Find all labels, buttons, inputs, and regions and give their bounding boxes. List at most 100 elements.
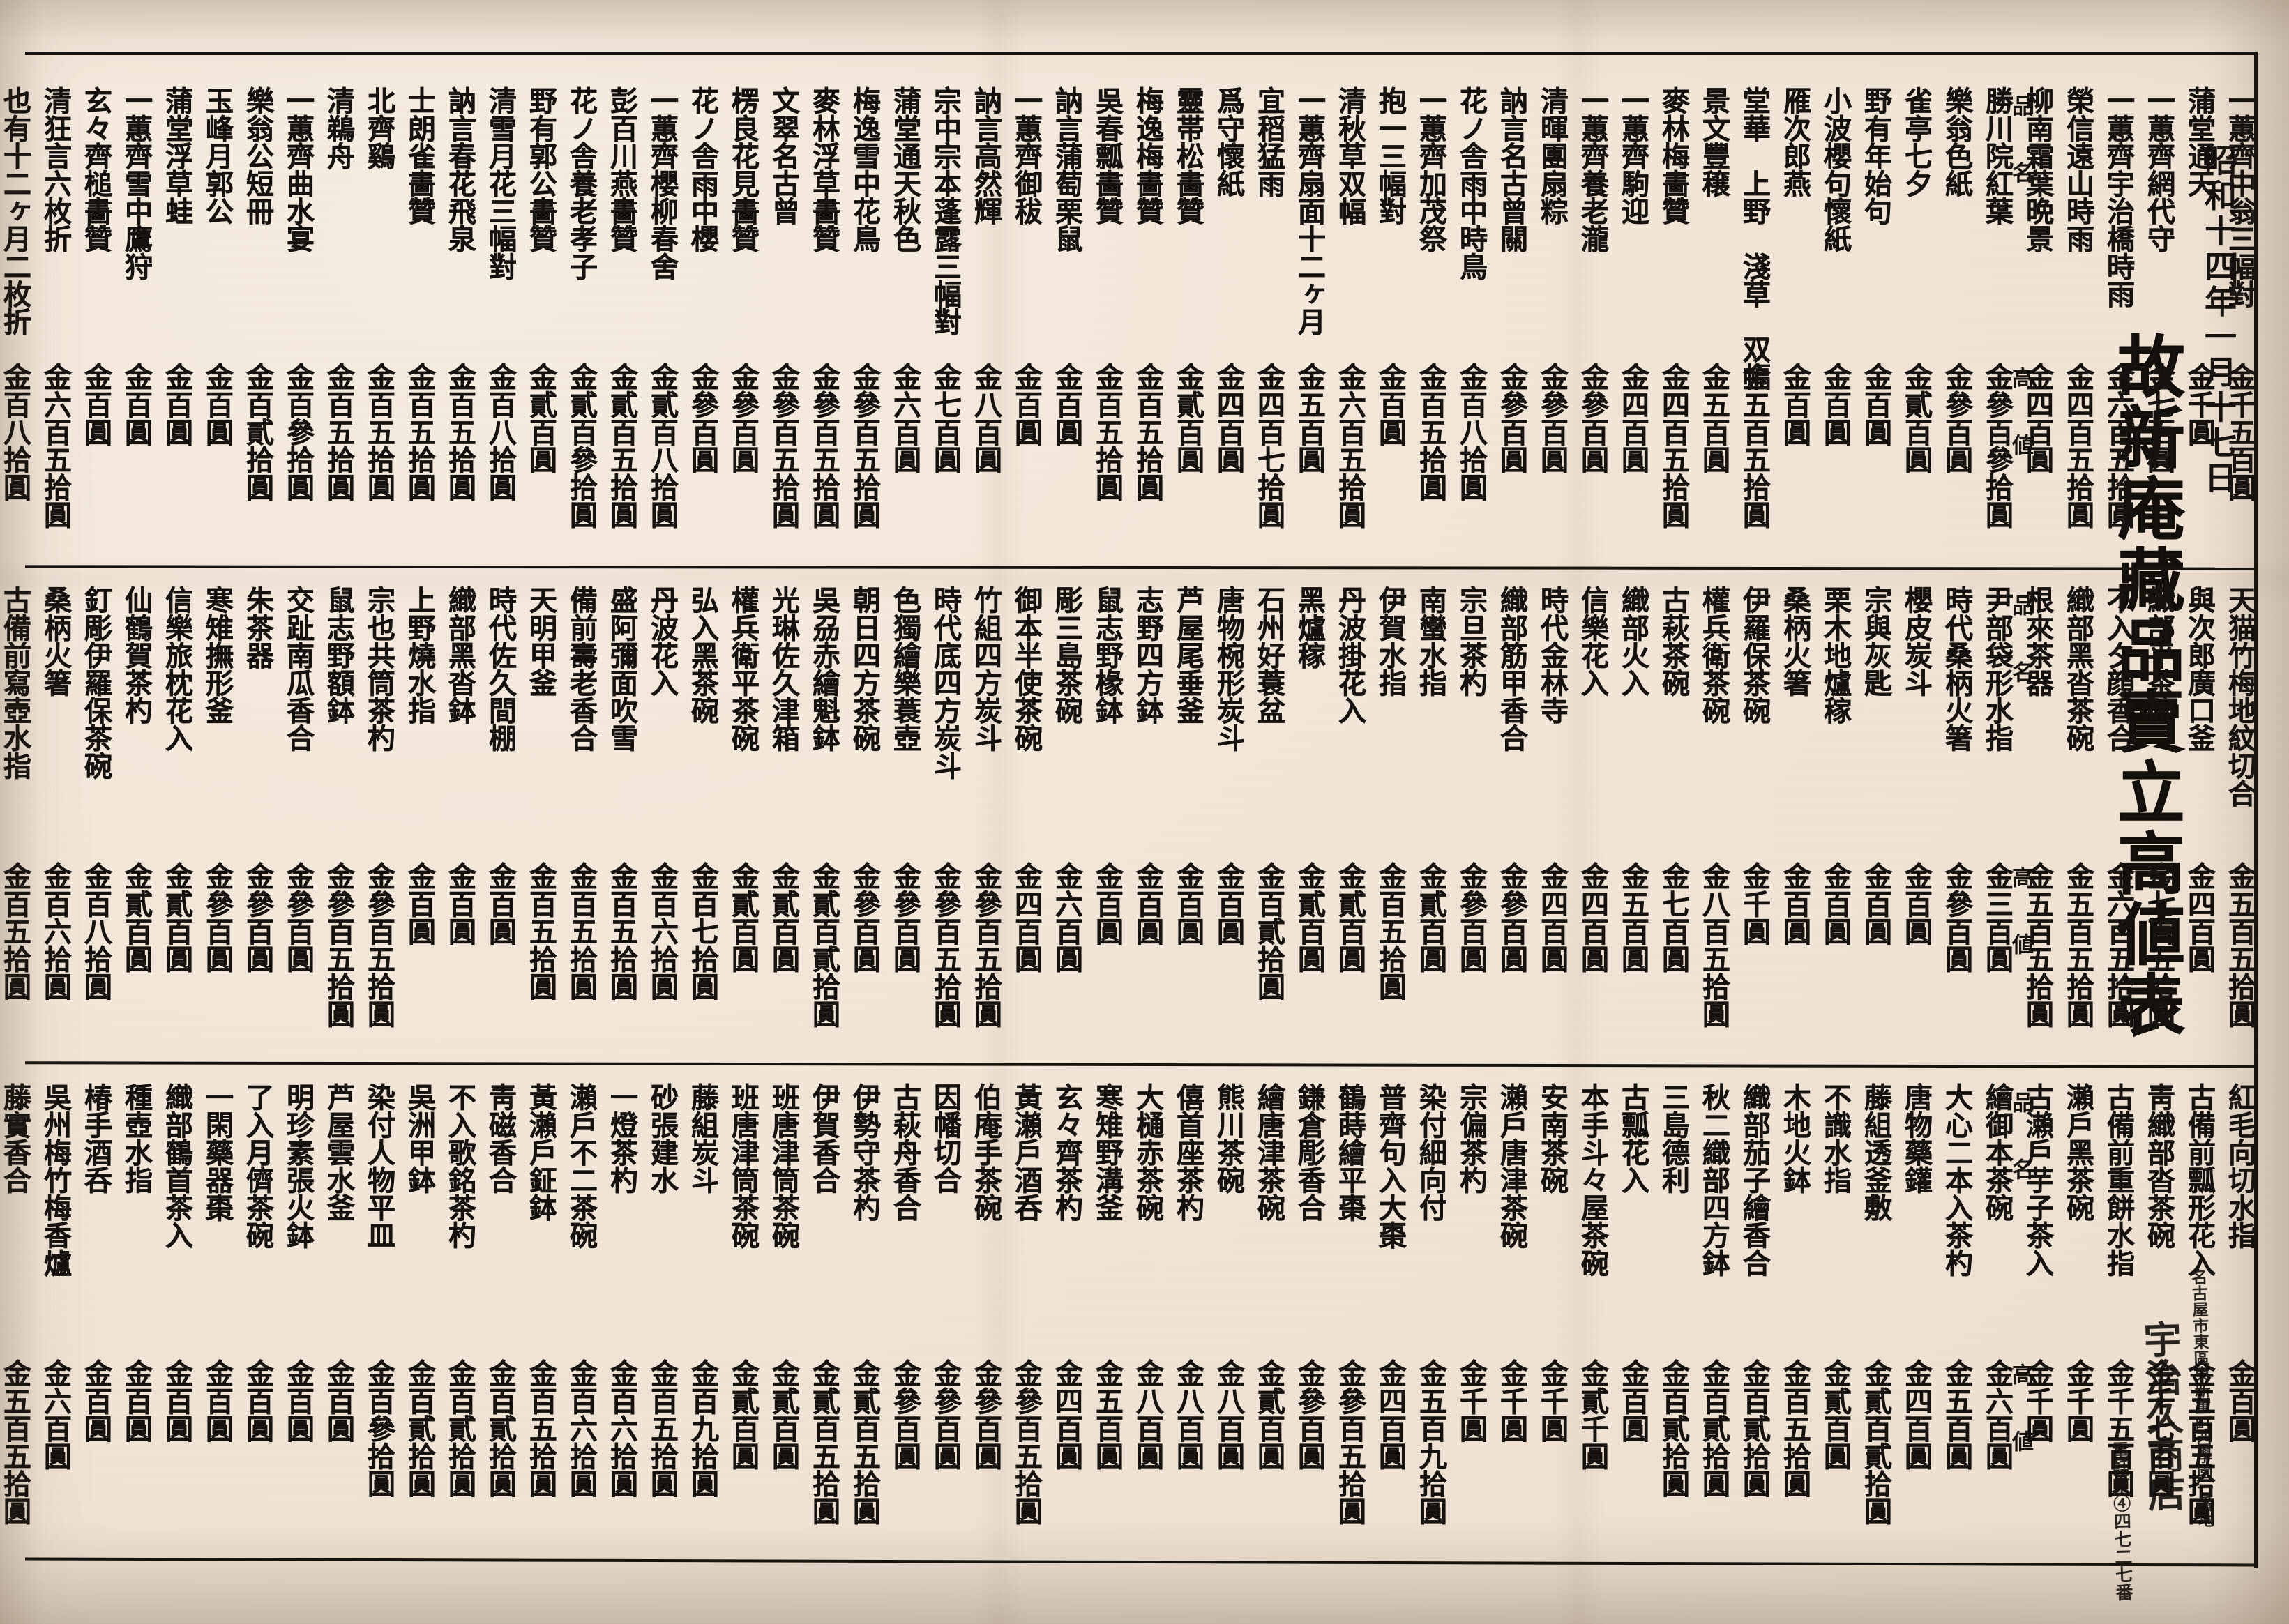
entry-price: 金百圓 (1778, 862, 1811, 945)
price-entry: 伯庵手茶碗 金參百圓 (962, 1063, 1002, 1551)
entry-price: 金百五拾圓 (363, 363, 395, 501)
entry-price: 金百圓 (484, 862, 517, 945)
price-entry: 宗旦茶杓 金參百圓 (1448, 566, 1488, 1054)
entry-item-name: 色獨繪樂蓑壺 (889, 586, 921, 752)
entry-price: 金百圓 (1010, 363, 1043, 446)
price-entry: 爲守懷紙 金四百圓 (1205, 67, 1245, 555)
price-entry: 靑織部沓茶碗 金千七百圓 (2136, 1063, 2175, 1551)
entry-price: 金千圓 (2021, 1359, 2054, 1442)
price-entry: 丹波掛花入 金貳百圓 (1327, 566, 1366, 1054)
price-entry: 靑磁香合 金百貳拾圓 (477, 1063, 517, 1551)
price-entry: 鼠志野椽鉢 金百圓 (1084, 566, 1124, 1054)
entry-price: 金百五拾圓 (565, 862, 598, 1001)
entry-price: 金參百圓 (969, 1359, 1002, 1470)
price-entry: 藤實香合 金五百五拾圓 (0, 1063, 31, 1551)
price-entry: 宗與灰匙 金百圓 (1852, 566, 1892, 1054)
price-entry: 藤組透釜敷 金貳百貳拾圓 (1852, 1063, 1892, 1551)
price-entry: 清秋草双幅 金六百五拾圓 (1327, 67, 1366, 555)
entry-price: 金六百圓 (39, 1359, 72, 1470)
price-entry: 吳洲甲鉢 金百貳拾圓 (396, 1063, 436, 1551)
entry-price: 金四百圓 (1010, 862, 1043, 973)
entry-price: 金百圓 (201, 1359, 234, 1442)
entry-item-name: 栗木地爐稼 (1819, 586, 1852, 724)
entry-price: 金百貳拾圓 (1738, 1359, 1771, 1498)
printed-border-frame (25, 52, 2258, 1568)
entry-price: 金百圓 (1131, 862, 1164, 945)
entry-item-name: 天猫竹梅地紋切合 (2223, 586, 2256, 807)
price-entry: 時代底四方炭斗金參百五拾圓 (922, 566, 962, 1054)
price-entry: 花ノ舎雨中櫻 金參百圓 (679, 67, 719, 555)
entry-price: 金百五拾圓 (0, 862, 31, 1001)
price-entry: 栗木地爐稼 金百圓 (1812, 566, 1852, 1054)
price-entry: 花ノ舎雨中時鳥 金百八拾圓 (1448, 67, 1488, 555)
price-entry: 明珍素張火鉢 金百圓 (275, 1063, 315, 1551)
price-entry: 時代桑柄火箸 金參百圓 (1933, 566, 1973, 1054)
entry-item-name: 玉峰月郭公 (201, 86, 234, 225)
price-entry: 蒲堂通天 金千圓 (2176, 67, 2216, 555)
entry-item-name: 士朗雀畵贊 (403, 86, 436, 225)
entry-price: 金貳百圓 (1253, 1359, 1285, 1470)
entry-item-name: 明珍素張火鉢 (282, 1083, 315, 1249)
entry-price: 金百貳拾圓 (484, 1359, 517, 1498)
entry-item-name: 弘入黑茶碗 (686, 586, 719, 724)
price-entry: 古萩茶碗 金七百圓 (1650, 566, 1690, 1054)
entry-price: 金四百圓 (1374, 1359, 1407, 1470)
price-entry: 士朗雀畵贊 金百五拾圓 (396, 67, 436, 555)
entry-price: 金百圓 (403, 862, 436, 945)
entry-price: 金七百圓 (2143, 363, 2175, 473)
price-entry: 椿手酒呑 金百圓 (73, 1063, 112, 1551)
entry-price: 金參百參拾圓 (1981, 363, 2014, 529)
entry-price: 金參百五拾圓 (322, 862, 355, 1028)
entry-price: 金貳百五拾圓 (808, 1359, 840, 1525)
entry-price: 金六百五拾圓 (1334, 363, 1366, 529)
entry-item-name: 鎌倉彫香合 (1293, 1083, 1326, 1222)
entry-price: 金百圓 (241, 1359, 274, 1442)
entry-price: 金千圓 (1738, 862, 1771, 945)
price-entry: 文翠名古曾 金參百五拾圓 (760, 67, 800, 555)
entry-price: 金參百圓 (201, 862, 234, 973)
entry-price: 金百八拾圓 (80, 862, 112, 1001)
column-header-price: 高 値 (2008, 1363, 2033, 1464)
entry-price: 金參百五拾圓 (929, 862, 962, 1028)
price-entry: 權兵衛平茶碗 金貳百圓 (720, 566, 760, 1054)
price-entry: 光琳佐久津箱 金貳百圓 (760, 566, 800, 1054)
entry-price: 金參百五拾圓 (848, 363, 881, 529)
entry-item-name: 染付細向付 (1414, 1083, 1447, 1222)
price-entry: 柳南霜葉晩景 金四百圓 (2014, 67, 2054, 555)
entry-price: 金貳百圓 (1334, 862, 1366, 973)
price-entry: 訥言春花飛泉 金百五拾圓 (437, 67, 476, 555)
entry-item-name: 勝川院紅葉 (1981, 86, 2014, 225)
entry-item-name: 清狂言六枚折 (39, 86, 72, 252)
entry-price: 金四百五拾圓 (1657, 363, 1690, 529)
price-entry: 鼠志野額鉢 金參百五拾圓 (315, 566, 355, 1054)
entry-item-name: 椿手酒呑 (80, 1083, 112, 1194)
entry-price: 金四百圓 (1536, 862, 1569, 973)
entry-item-name: 時代底四方炭斗 (929, 586, 962, 780)
entry-item-name: 景文豐穣 (1698, 86, 1730, 197)
price-entry: 不入歌銘茶杓 金百貳拾圓 (437, 1063, 476, 1551)
entry-price: 金百五拾圓 (524, 1359, 557, 1498)
entry-price: 金百圓 (2223, 1359, 2256, 1442)
price-entry: 麥林梅畵贊 金四百五拾圓 (1650, 67, 1690, 555)
entry-price: 金貳百五拾圓 (605, 363, 638, 529)
entry-item-name: 備前壽老香合 (565, 586, 598, 752)
entry-item-name: 織部火入 (1617, 586, 1649, 697)
price-entry: 大心二本入茶杓 金五百圓 (1933, 1063, 1973, 1551)
entry-item-name: 吳春瓢畵贊 (1091, 86, 1124, 225)
entry-item-name: 野有年始句 (1859, 86, 1892, 225)
price-entry: 唐物椀形炭斗 金百圓 (1205, 566, 1245, 1054)
price-entry: 一蕙齊櫻柳春舍 金貳百八拾圓 (639, 67, 679, 555)
entry-price: 金參百圓 (1536, 363, 1569, 473)
entry-price: 金百圓 (120, 1359, 153, 1442)
price-entry: 大樋赤茶碗 金八百圓 (1124, 1063, 1164, 1551)
entry-price: 金百八拾圓 (0, 363, 31, 501)
price-entry: 繪御本茶碗 金六百圓 (1974, 1063, 2014, 1551)
entry-item-name: 織部黑沓茶碗 (2062, 586, 2094, 752)
price-entry: 織部黑沓茶碗 金五百五拾圓 (2055, 566, 2094, 1054)
entry-item-name: 古瀨戶芋子茶入 (2021, 1083, 2054, 1277)
price-entry: 櫻皮炭斗 金百圓 (1893, 566, 1933, 1054)
entry-price: 金百參拾圓 (282, 363, 315, 501)
entry-price: 金貳百八拾圓 (646, 363, 679, 529)
entry-item-name: 玄々齊槌畵贊 (80, 86, 112, 252)
entry-item-name: 時代桑柄火箸 (1940, 586, 1973, 752)
